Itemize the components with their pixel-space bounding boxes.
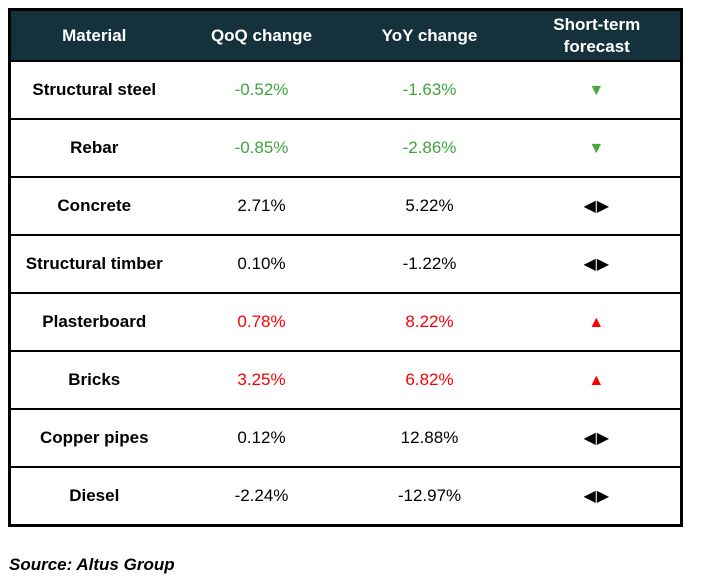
triangle-down-icon: ▼ bbox=[588, 140, 606, 157]
qoq-cell: -2.24% bbox=[177, 466, 346, 526]
triangle-left-right-icon: ◀▶ bbox=[583, 256, 611, 273]
forecast-cell: ◀▶ bbox=[513, 408, 682, 467]
yoy-cell: 12.88% bbox=[345, 408, 514, 467]
yoy-cell: -12.97% bbox=[345, 466, 514, 526]
qoq-cell: 0.78% bbox=[177, 292, 346, 351]
col-header-material: Material bbox=[9, 9, 178, 62]
table-row: Structural steel -0.52% -1.63% ▼ bbox=[9, 61, 682, 119]
table-row: Structural timber 0.10% -1.22% ◀▶ bbox=[9, 234, 682, 293]
material-cell: Plasterboard bbox=[9, 292, 178, 351]
table-row: Diesel -2.24% -12.97% ◀▶ bbox=[9, 466, 682, 526]
table-row: Plasterboard 0.78% 8.22% ▲ bbox=[9, 292, 682, 351]
material-cell: Concrete bbox=[9, 176, 178, 235]
forecast-cell: ▼ bbox=[513, 61, 682, 119]
triangle-left-right-icon: ◀▶ bbox=[583, 488, 611, 505]
material-cell: Rebar bbox=[9, 118, 178, 177]
material-cell: Copper pipes bbox=[9, 408, 178, 467]
yoy-cell: -2.86% bbox=[345, 118, 514, 177]
yoy-cell: 8.22% bbox=[345, 292, 514, 351]
triangle-up-icon: ▲ bbox=[588, 372, 606, 389]
material-cell: Structural timber bbox=[9, 234, 178, 293]
forecast-cell: ▲ bbox=[513, 292, 682, 351]
materials-price-table: Material QoQ change YoY change Short-ter… bbox=[8, 8, 683, 527]
yoy-cell: -1.22% bbox=[345, 234, 514, 293]
forecast-cell: ◀▶ bbox=[513, 176, 682, 235]
source-caption: Source: Altus Group bbox=[9, 555, 175, 574]
material-cell: Structural steel bbox=[9, 61, 178, 119]
header-row: Material QoQ change YoY change Short-ter… bbox=[9, 9, 682, 62]
table-row: Rebar -0.85% -2.86% ▼ bbox=[9, 118, 682, 177]
triangle-down-icon: ▼ bbox=[588, 82, 606, 99]
col-header-short-term-forecast: Short-term forecast bbox=[513, 9, 682, 62]
qoq-cell: 0.10% bbox=[177, 234, 346, 293]
forecast-cell: ▼ bbox=[513, 118, 682, 177]
forecast-cell: ◀▶ bbox=[513, 466, 682, 526]
table-row: Concrete 2.71% 5.22% ◀▶ bbox=[9, 176, 682, 235]
qoq-cell: 2.71% bbox=[177, 176, 346, 235]
forecast-cell: ◀▶ bbox=[513, 234, 682, 293]
yoy-cell: 6.82% bbox=[345, 350, 514, 409]
qoq-cell: 3.25% bbox=[177, 350, 346, 409]
triangle-left-right-icon: ◀▶ bbox=[583, 198, 611, 215]
col-header-yoy-change: YoY change bbox=[345, 9, 514, 62]
col-header-qoq-change: QoQ change bbox=[177, 9, 346, 62]
table-row: Bricks 3.25% 6.82% ▲ bbox=[9, 350, 682, 409]
triangle-up-icon: ▲ bbox=[588, 314, 606, 331]
yoy-cell: 5.22% bbox=[345, 176, 514, 235]
triangle-left-right-icon: ◀▶ bbox=[583, 430, 611, 447]
qoq-cell: -0.85% bbox=[177, 118, 346, 177]
material-cell: Diesel bbox=[9, 466, 178, 526]
forecast-cell: ▲ bbox=[513, 350, 682, 409]
qoq-cell: 0.12% bbox=[177, 408, 346, 467]
yoy-cell: -1.63% bbox=[345, 61, 514, 119]
table-row: Copper pipes 0.12% 12.88% ◀▶ bbox=[9, 408, 682, 467]
qoq-cell: -0.52% bbox=[177, 61, 346, 119]
material-cell: Bricks bbox=[9, 350, 178, 409]
